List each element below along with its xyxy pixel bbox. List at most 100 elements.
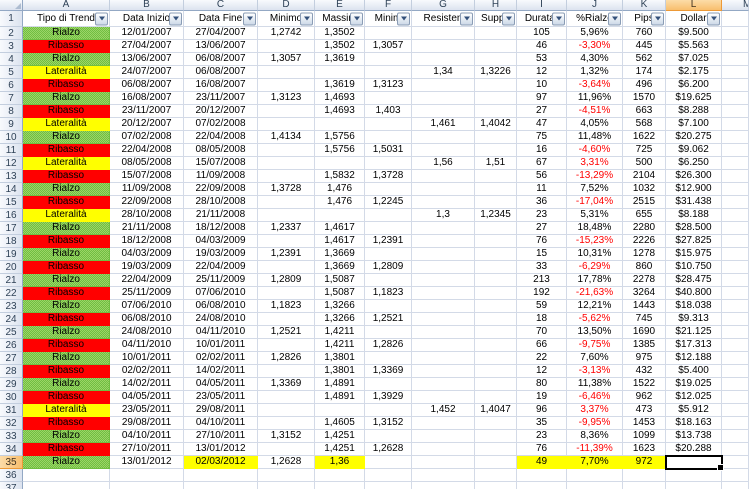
- cell-K10[interactable]: 1622: [623, 131, 666, 144]
- row-header-11[interactable]: 11: [0, 144, 23, 157]
- cell-J5[interactable]: 1,32%: [567, 66, 623, 79]
- cell-M18[interactable]: [722, 235, 749, 248]
- cell-K34[interactable]: 1623: [623, 443, 666, 456]
- row-header-6[interactable]: 6: [0, 79, 23, 92]
- cell-F8[interactable]: 1,403: [365, 105, 412, 118]
- cell-G3[interactable]: [412, 40, 475, 53]
- cell-B18[interactable]: 18/12/2008: [110, 235, 184, 248]
- column-header-H[interactable]: H: [475, 0, 517, 11]
- cell-F13[interactable]: 1,3728: [365, 170, 412, 183]
- cell-L15[interactable]: $31.438: [666, 196, 722, 209]
- cell-G17[interactable]: [412, 222, 475, 235]
- cell-C29[interactable]: 04/05/2011: [184, 378, 258, 391]
- cell-C15[interactable]: 28/10/2008: [184, 196, 258, 209]
- cell-A36[interactable]: [23, 469, 110, 482]
- cell-J30[interactable]: -6,46%: [567, 391, 623, 404]
- cell-C34[interactable]: 13/01/2012: [184, 443, 258, 456]
- cell-A27[interactable]: Rialzo: [23, 352, 110, 365]
- cell-K37[interactable]: [623, 482, 666, 489]
- cell-I33[interactable]: 23: [517, 430, 567, 443]
- cell-D37[interactable]: [258, 482, 315, 489]
- cell-A18[interactable]: Ribasso: [23, 235, 110, 248]
- cell-H35[interactable]: [475, 456, 517, 469]
- cell-C2[interactable]: 27/04/2007: [184, 27, 258, 40]
- cell-L17[interactable]: $28.500: [666, 222, 722, 235]
- cell-D16[interactable]: [258, 209, 315, 222]
- cell-I12[interactable]: 67: [517, 157, 567, 170]
- cell-H14[interactable]: [475, 183, 517, 196]
- cell-A30[interactable]: Ribasso: [23, 391, 110, 404]
- cell-A12[interactable]: Lateralità: [23, 157, 110, 170]
- cell-M20[interactable]: [722, 261, 749, 274]
- cell-A13[interactable]: Ribasso: [23, 170, 110, 183]
- cell-A29[interactable]: Rialzo: [23, 378, 110, 391]
- cell-E25[interactable]: 1,4211: [315, 326, 365, 339]
- cell-A23[interactable]: Rialzo: [23, 300, 110, 313]
- cell-H22[interactable]: [475, 287, 517, 300]
- cell-F28[interactable]: 1,3369: [365, 365, 412, 378]
- cell-H6[interactable]: [475, 79, 517, 92]
- cell-D28[interactable]: [258, 365, 315, 378]
- cell-G32[interactable]: [412, 417, 475, 430]
- cell-I29[interactable]: 80: [517, 378, 567, 391]
- cell-F4[interactable]: [365, 53, 412, 66]
- cell-I27[interactable]: 22: [517, 352, 567, 365]
- cell-F36[interactable]: [365, 469, 412, 482]
- cell-D10[interactable]: 1,4134: [258, 131, 315, 144]
- cell-A5[interactable]: Lateralità: [23, 66, 110, 79]
- cell-M11[interactable]: [722, 144, 749, 157]
- cell-J22[interactable]: -21,63%: [567, 287, 623, 300]
- cell-H25[interactable]: [475, 326, 517, 339]
- cell-D20[interactable]: [258, 261, 315, 274]
- cell-K15[interactable]: 2515: [623, 196, 666, 209]
- cell-I6[interactable]: 10: [517, 79, 567, 92]
- cell-F10[interactable]: [365, 131, 412, 144]
- row-header-31[interactable]: 31: [0, 404, 23, 417]
- cell-I31[interactable]: 96: [517, 404, 567, 417]
- cell-M7[interactable]: [722, 92, 749, 105]
- cell-D15[interactable]: [258, 196, 315, 209]
- cell-J16[interactable]: 5,31%: [567, 209, 623, 222]
- cell-I3[interactable]: 46: [517, 40, 567, 53]
- cell-L19[interactable]: $15.975: [666, 248, 722, 261]
- cell-E19[interactable]: 1,3669: [315, 248, 365, 261]
- cell-H36[interactable]: [475, 469, 517, 482]
- cell-M32[interactable]: [722, 417, 749, 430]
- cell-M25[interactable]: [722, 326, 749, 339]
- cell-I8[interactable]: 27: [517, 105, 567, 118]
- field-header-I[interactable]: Durata(: [517, 11, 567, 27]
- cell-M10[interactable]: [722, 131, 749, 144]
- cell-A11[interactable]: Ribasso: [23, 144, 110, 157]
- cell-I10[interactable]: 75: [517, 131, 567, 144]
- cell-J23[interactable]: 12,21%: [567, 300, 623, 313]
- cell-G8[interactable]: [412, 105, 475, 118]
- cell-C36[interactable]: [184, 469, 258, 482]
- cell-G22[interactable]: [412, 287, 475, 300]
- cell-C11[interactable]: 08/05/2008: [184, 144, 258, 157]
- cell-H8[interactable]: [475, 105, 517, 118]
- cell-B19[interactable]: 04/03/2009: [110, 248, 184, 261]
- row-header-9[interactable]: 9: [0, 118, 23, 131]
- cell-K33[interactable]: 1099: [623, 430, 666, 443]
- cell-H15[interactable]: [475, 196, 517, 209]
- row-header-16[interactable]: 16: [0, 209, 23, 222]
- row-header-26[interactable]: 26: [0, 339, 23, 352]
- cell-D29[interactable]: 1,3369: [258, 378, 315, 391]
- cell-D36[interactable]: [258, 469, 315, 482]
- cell-L2[interactable]: $9.500: [666, 27, 722, 40]
- cell-H23[interactable]: [475, 300, 517, 313]
- cell-D5[interactable]: [258, 66, 315, 79]
- cell-D7[interactable]: 1,3123: [258, 92, 315, 105]
- field-header-H[interactable]: Suppo: [475, 11, 517, 27]
- cell-L32[interactable]: $18.163: [666, 417, 722, 430]
- cell-K7[interactable]: 1570: [623, 92, 666, 105]
- cell-K8[interactable]: 663: [623, 105, 666, 118]
- cell-L25[interactable]: $21.125: [666, 326, 722, 339]
- column-header-G[interactable]: G: [412, 0, 475, 11]
- cell-D18[interactable]: [258, 235, 315, 248]
- cell-G20[interactable]: [412, 261, 475, 274]
- cell-D24[interactable]: [258, 313, 315, 326]
- field-header-J[interactable]: %Rialzo: [567, 11, 623, 27]
- cell-B31[interactable]: 23/05/2011: [110, 404, 184, 417]
- cell-J8[interactable]: -4,51%: [567, 105, 623, 118]
